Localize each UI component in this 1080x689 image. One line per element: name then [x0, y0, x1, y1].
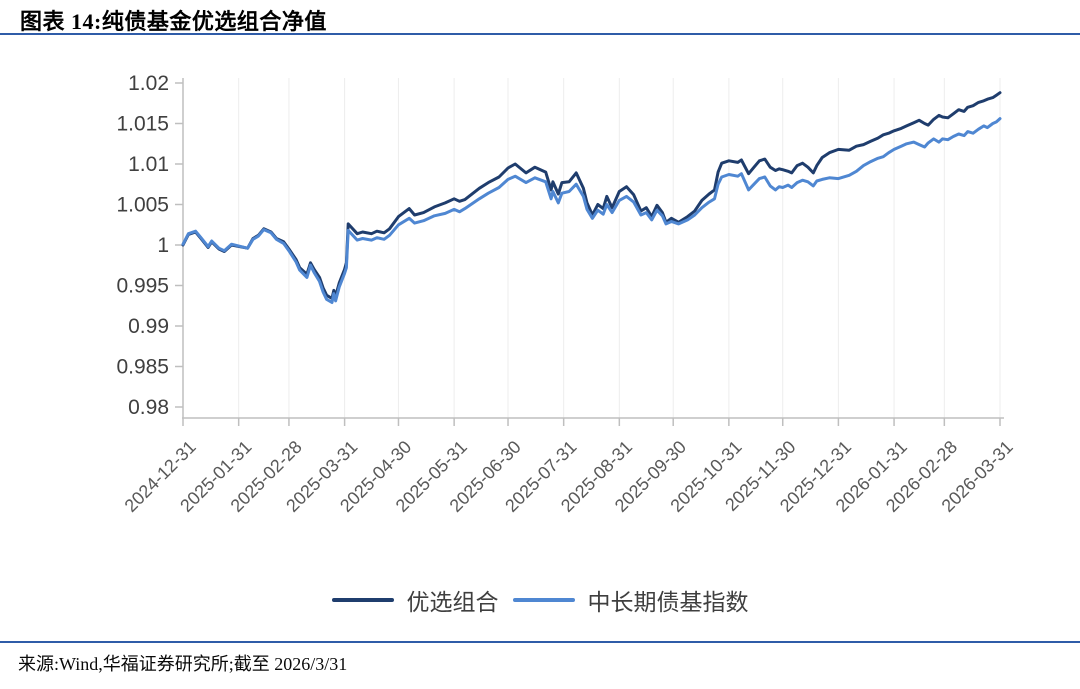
- footer-rule: [0, 641, 1080, 643]
- series-line-0: [181, 91, 1002, 300]
- legend-label-portfolio: 优选组合: [406, 589, 499, 615]
- legend-item-bond-index: 中长期债基指数: [512, 583, 749, 617]
- y-tick-label: 0.985: [116, 356, 169, 379]
- source-note: 来源:Wind,华福证券研究所;截至 2026/3/31: [18, 654, 348, 674]
- title-underline: [0, 33, 1080, 35]
- y-tick-label: 1: [157, 234, 169, 257]
- y-tick-label: 1.02: [128, 72, 169, 95]
- y-tick-label: 1.01: [128, 153, 169, 176]
- chart-legend: 优选组合 中长期债基指数: [0, 582, 1080, 618]
- legend-swatch-portfolio: [331, 597, 394, 603]
- series-line-1: [181, 117, 1002, 304]
- legend-label-bond-index: 中长期债基指数: [587, 589, 749, 615]
- legend-item-portfolio: 优选组合: [331, 583, 499, 617]
- y-tick-label: 1.005: [116, 194, 169, 217]
- y-tick-label: 0.995: [116, 275, 169, 298]
- y-tick-label: 0.99: [128, 315, 169, 338]
- y-tick-label: 0.98: [128, 396, 169, 419]
- figure-title: 图表 14:纯债基金优选组合净值: [20, 9, 327, 34]
- y-tick-label: 1.015: [116, 113, 169, 136]
- legend-swatch-bond-index: [512, 597, 575, 603]
